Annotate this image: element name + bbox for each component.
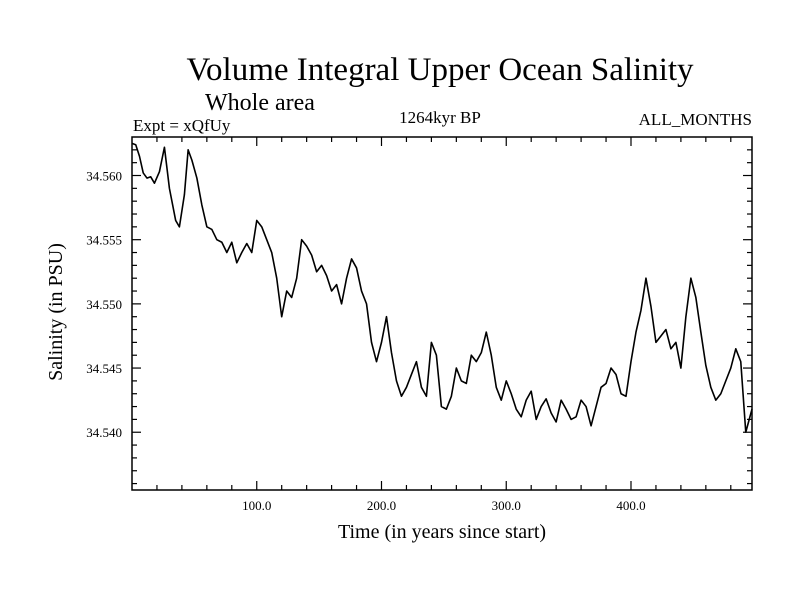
x-tick-label: 300.0: [492, 498, 521, 513]
chart-title: Volume Integral Upper Ocean Salinity: [186, 52, 694, 88]
x-tick-label: 400.0: [616, 498, 645, 513]
experiment-label: Expt = xQfUy: [133, 116, 231, 135]
y-tick-label: 34.550: [86, 297, 122, 312]
epoch-label: 1264kyr BP: [399, 108, 481, 127]
x-tick-label: 200.0: [367, 498, 396, 513]
y-tick-label: 34.540: [86, 425, 122, 440]
x-tick-label: 100.0: [242, 498, 271, 513]
y-tick-label: 34.555: [86, 233, 122, 248]
x-axis-label: Time (in years since start): [338, 521, 546, 543]
plot-frame: [131, 136, 753, 491]
y-tick-label: 34.545: [86, 361, 122, 376]
y-tick-label: 34.560: [86, 169, 122, 184]
axis-ticks: 100.0 200.0 300.0 400.0 34.540 34.545 34.550 34…: [86, 137, 752, 513]
y-axis-label: Salinity (in PSU): [45, 243, 67, 381]
salinity-series-line: [131, 142, 753, 434]
months-label: ALL_MONTHS: [639, 110, 752, 129]
chart-subtitle: Whole area: [205, 90, 315, 116]
